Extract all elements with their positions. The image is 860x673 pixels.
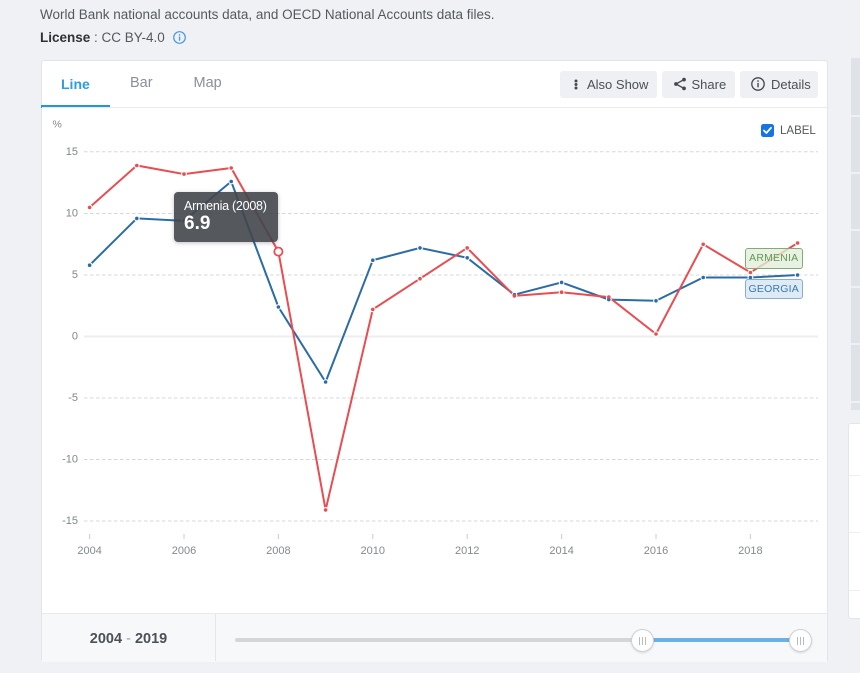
svg-text:2018: 2018 [738,545,762,557]
svg-text:2006: 2006 [172,545,196,557]
svg-text:-5: -5 [68,392,78,404]
svg-text:2012: 2012 [455,545,479,557]
svg-text:15: 15 [66,146,78,158]
svg-text:-15: -15 [62,515,78,527]
svg-text:2004: 2004 [77,545,101,557]
svg-text:2010: 2010 [361,545,385,557]
svg-text:2008: 2008 [266,545,290,557]
svg-text:2016: 2016 [644,545,668,557]
svg-text:5: 5 [72,269,78,281]
svg-text:2014: 2014 [549,545,573,557]
svg-text:10: 10 [66,208,78,220]
svg-text:%: % [53,119,62,131]
svg-text:-10: -10 [62,454,78,466]
svg-text:0: 0 [72,331,78,343]
